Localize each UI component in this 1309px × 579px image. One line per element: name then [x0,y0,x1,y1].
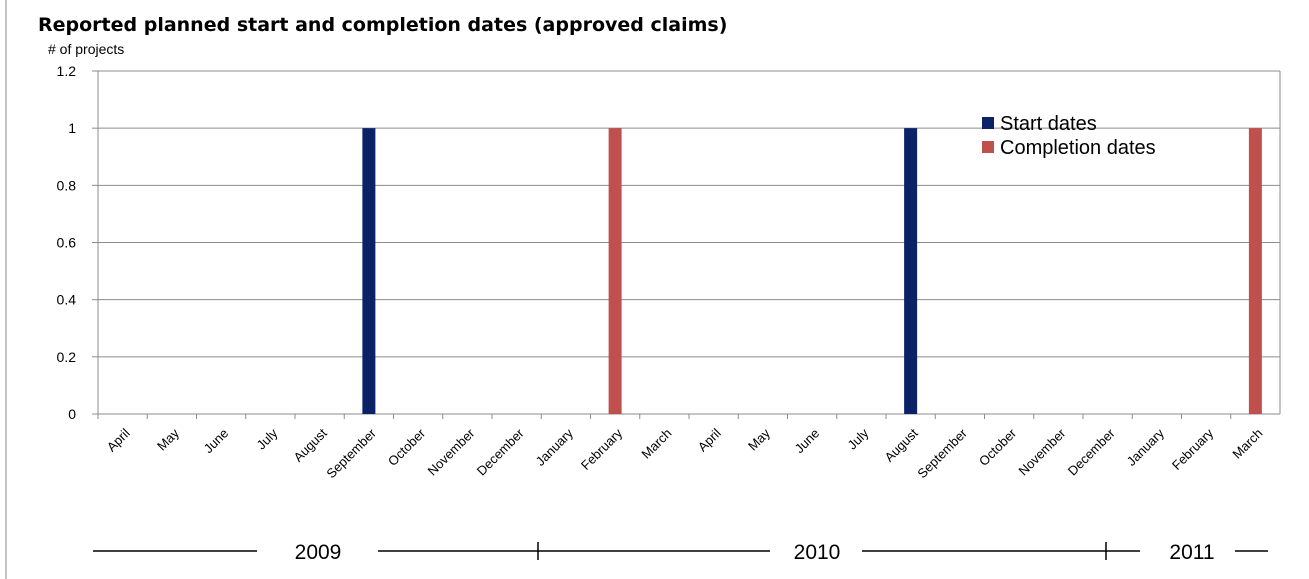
x-tick-label: November [424,425,477,478]
x-tick-label: March [638,426,674,462]
x-tick-label: May [745,425,773,453]
x-tick-label: April [695,425,724,454]
legend-swatch [982,117,994,129]
x-tick-label: September [323,425,379,481]
y-tick-label: 0.6 [57,235,77,251]
bar [608,128,622,414]
x-tick-label: December [474,425,527,478]
legend-swatch [982,141,994,153]
y-tick-label: 0.2 [57,349,77,365]
y-tick-label: 0.4 [57,292,77,308]
legend-label: Completion dates [1000,137,1156,159]
x-tick-label: October [976,425,1020,469]
year-label: 2009 [295,541,342,564]
x-tick-label: June [792,426,823,457]
bar [1248,128,1262,414]
x-tick-label: February [578,425,626,473]
x-tick-label: January [1124,425,1168,469]
x-tick-label: June [201,426,232,457]
y-tick-label: 0.8 [57,177,77,193]
x-tick-label: August [882,425,921,464]
year-label: 2010 [794,541,841,564]
x-tick-label: September [914,425,970,481]
x-tick-label: March [1229,426,1265,462]
x-tick-label: February [1169,425,1217,473]
x-tick-label: November [1015,425,1068,478]
x-tick-label: July [845,425,872,452]
bar [362,128,376,414]
x-tick-label: May [154,425,182,453]
y-axis-label: # of projects [48,41,125,57]
x-tick-label: December [1065,425,1118,478]
bar [904,128,918,414]
chart-title: Reported planned start and completion da… [38,14,728,36]
x-tick-label: October [385,425,429,469]
x-tick-label: July [254,425,281,452]
x-tick-label: April [104,425,133,454]
y-tick-label: 0 [68,406,76,422]
y-tick-label: 1.2 [57,63,77,79]
x-tick-label: August [291,425,330,464]
x-tick-label: January [533,425,577,469]
legend-label: Start dates [1000,113,1097,135]
y-tick-label: 1 [68,120,76,136]
year-label: 2011 [1169,541,1214,564]
